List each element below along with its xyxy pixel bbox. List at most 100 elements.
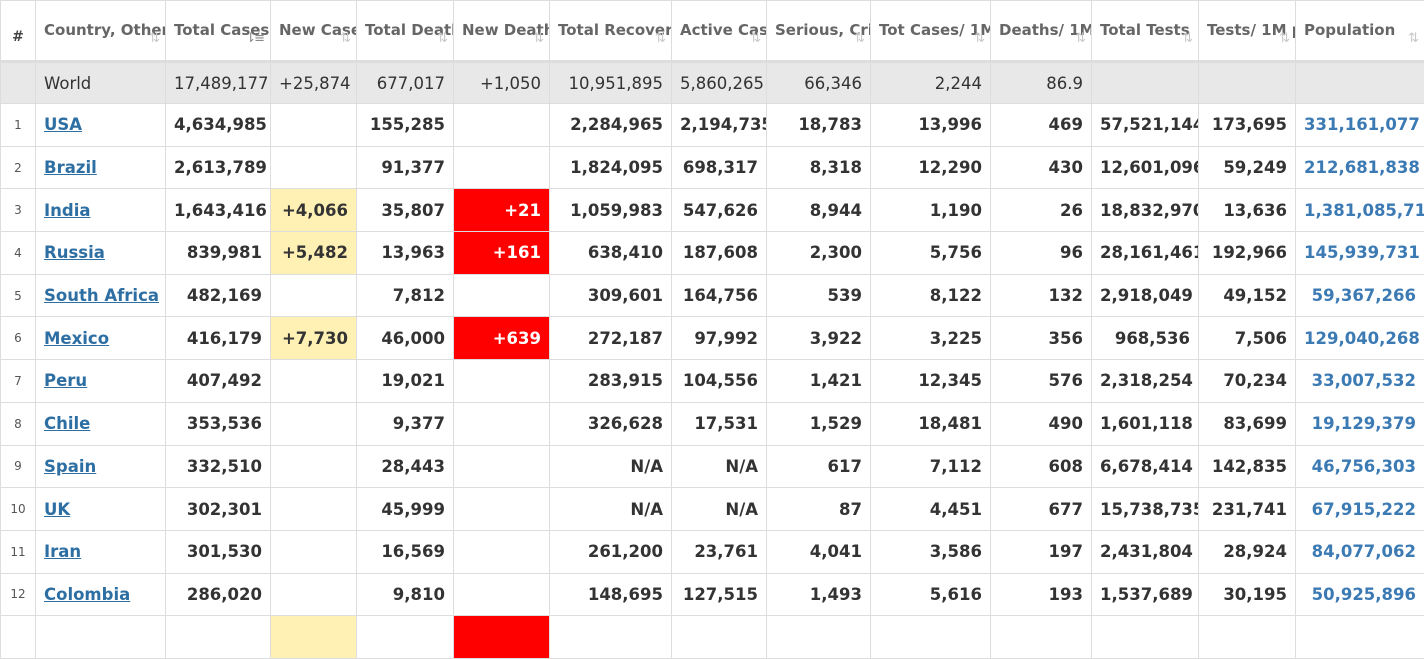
new-cases-cell (271, 445, 357, 488)
total-deaths-cell: 13,963 (357, 232, 454, 275)
new-deaths-cell: +639 (454, 317, 550, 360)
column-header-total-tests[interactable]: Total Tests⇅ (1092, 1, 1199, 62)
sort-icon[interactable]: ⇅ (340, 28, 349, 49)
country-link[interactable]: Colombia (44, 585, 130, 604)
header-row: #Country, Other⇅Total Cases⇂≡New Cases⇅T… (1, 1, 1424, 62)
country-cell: Iran (36, 530, 166, 573)
column-header-country[interactable]: Country, Other⇅ (36, 1, 166, 62)
column-header-cases-per-1m[interactable]: Tot Cases/ 1M pop⇅ (871, 1, 991, 62)
total-deaths-cell: 9,810 (357, 573, 454, 616)
total-tests-cell: 6,678,414 (1092, 445, 1199, 488)
new-deaths-cell: +161 (454, 232, 550, 275)
sort-icon[interactable]: ⇅ (974, 28, 983, 49)
row-index-cell: 1 (1, 104, 36, 147)
column-header-tests-per-1m[interactable]: Tests/ 1M pop⇅ (1199, 1, 1296, 62)
sort-icon[interactable]: ⇅ (1408, 28, 1417, 49)
country-cell: UK (36, 488, 166, 531)
new-deaths-cell (454, 445, 550, 488)
total-cases-cell: 353,536 (166, 402, 271, 445)
total-tests-cell: 28,161,461 (1092, 232, 1199, 275)
cases-per-1m-cell: 13,996 (871, 104, 991, 147)
population-cell: 145,939,731 (1296, 232, 1424, 275)
country-link[interactable]: USA (44, 115, 82, 134)
country-link[interactable]: Peru (44, 371, 87, 390)
total-deaths-cell: 16,569 (357, 530, 454, 573)
new-deaths-cell (454, 402, 550, 445)
total-recovered-cell: 1,824,095 (550, 146, 672, 189)
country-cell: Spain (36, 445, 166, 488)
new-deaths-cell (454, 616, 550, 659)
sort-icon[interactable]: ⇅ (854, 28, 863, 49)
country-link[interactable]: Brazil (44, 158, 97, 177)
world-serious-cell: 66,346 (767, 62, 871, 104)
world-tests-per-1m-cell (1199, 62, 1296, 104)
new-cases-cell (271, 402, 357, 445)
active-cases-cell: 104,556 (672, 360, 767, 403)
row-index-cell: 4 (1, 232, 36, 275)
cases-per-1m-cell: 5,616 (871, 573, 991, 616)
cases-per-1m-cell: 3,225 (871, 317, 991, 360)
country-link[interactable]: Russia (44, 243, 105, 262)
total-recovered-cell: 638,410 (550, 232, 672, 275)
deaths-per-1m-cell: 26 (991, 189, 1092, 232)
deaths-per-1m-cell: 356 (991, 317, 1092, 360)
tests-per-1m-cell: 13,636 (1199, 189, 1296, 232)
total-tests-cell: 968,536 (1092, 317, 1199, 360)
tests-per-1m-cell (1199, 616, 1296, 659)
total-deaths-cell: 46,000 (357, 317, 454, 360)
country-link[interactable]: Iran (44, 542, 81, 561)
population-cell: 50,925,896 (1296, 573, 1424, 616)
sort-desc-icon[interactable]: ⇂≡ (245, 28, 263, 49)
total-tests-cell: 15,738,735 (1092, 488, 1199, 531)
new-deaths-cell (454, 360, 550, 403)
total-cases-cell: 332,510 (166, 445, 271, 488)
column-header-active-cases[interactable]: Active Cases⇅ (672, 1, 767, 62)
row-index-cell: 7 (1, 360, 36, 403)
world-total-deaths-cell: 677,017 (357, 62, 454, 104)
total-recovered-cell: N/A (550, 488, 672, 531)
column-header-total-deaths[interactable]: Total Deaths⇅ (357, 1, 454, 62)
column-header-population[interactable]: Population⇅ (1296, 1, 1424, 62)
column-header-total-recovered[interactable]: Total Recovered⇅ (550, 1, 672, 62)
cases-per-1m-cell: 3,586 (871, 530, 991, 573)
sort-icon[interactable]: ⇅ (1182, 28, 1191, 49)
country-cell: Colombia (36, 573, 166, 616)
country-link[interactable]: Mexico (44, 329, 109, 348)
column-header-total-cases[interactable]: Total Cases⇂≡ (166, 1, 271, 62)
column-header-deaths-per-1m[interactable]: Deaths/ 1M pop⇅ (991, 1, 1092, 62)
total-tests-cell: 18,832,970 (1092, 189, 1199, 232)
sort-icon[interactable]: ⇅ (149, 28, 158, 49)
country-cell: Russia (36, 232, 166, 275)
cases-per-1m-cell: 12,345 (871, 360, 991, 403)
tests-per-1m-cell: 30,195 (1199, 573, 1296, 616)
country-link[interactable]: Spain (44, 457, 96, 476)
tests-per-1m-cell: 59,249 (1199, 146, 1296, 189)
cases-per-1m-cell: 4,451 (871, 488, 991, 531)
sort-icon[interactable]: ⇅ (1075, 28, 1084, 49)
country-link[interactable]: South Africa (44, 286, 159, 305)
column-header-new-deaths[interactable]: New Deaths⇅ (454, 1, 550, 62)
cases-per-1m-cell: 12,290 (871, 146, 991, 189)
sort-icon[interactable]: ⇅ (533, 28, 542, 49)
sort-icon[interactable]: ⇅ (655, 28, 664, 49)
serious-cell: 1,421 (767, 360, 871, 403)
column-header-serious[interactable]: Serious, Critical⇅ (767, 1, 871, 62)
total-recovered-cell: N/A (550, 445, 672, 488)
new-deaths-cell: +21 (454, 189, 550, 232)
serious-cell: 1,493 (767, 573, 871, 616)
sort-icon[interactable]: ⇅ (1279, 28, 1288, 49)
country-link[interactable]: UK (44, 500, 70, 519)
sort-icon[interactable]: ⇅ (750, 28, 759, 49)
country-cell: South Africa (36, 274, 166, 317)
sort-icon[interactable]: ⇅ (437, 28, 446, 49)
total-recovered-cell: 1,059,983 (550, 189, 672, 232)
column-header-new-cases[interactable]: New Cases⇅ (271, 1, 357, 62)
country-link[interactable]: India (44, 201, 91, 220)
country-link[interactable]: Chile (44, 414, 90, 433)
row-index-cell (1, 616, 36, 659)
total-deaths-cell: 45,999 (357, 488, 454, 531)
